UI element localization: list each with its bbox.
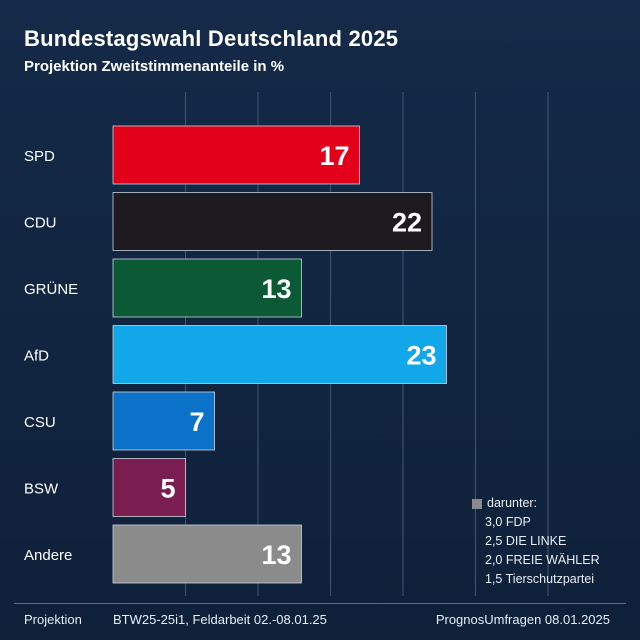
bar-spd [112,125,360,185]
footer-source: PrognosUmfragen 08.01.2025 [435,612,610,627]
note-item-tierschutzpartei: 1,5 Tierschutzpartei [485,572,595,586]
bar-afd [112,325,447,384]
note-head-label: darunter: [487,496,538,510]
chart-subtitle: Projektion Zweitstimmenanteile in % [24,58,285,75]
value-label-spd: 17 [319,141,349,171]
value-label-afd: 23 [406,341,436,371]
chart-title: Bundestagswahl Deutschland 2025 [24,26,399,51]
bar-cdu [112,192,433,251]
category-label-csu: CSU [24,414,56,431]
category-label-andere: Andere [24,547,72,564]
value-label-andere: 13 [261,540,291,570]
footer-label: Projektion [24,612,82,627]
footer-divider [14,603,626,604]
category-label-cdu: CDU [24,215,57,232]
value-label-bsw: 5 [160,474,175,504]
value-label-cdu: 22 [392,208,422,238]
category-label-spd: SPD [24,148,55,165]
note-item-linke: 2,5 DIE LINKE [485,534,567,548]
bar-gr-ne [112,258,302,318]
bar-bsw [112,458,186,517]
bar-csu [112,391,215,451]
others-breakdown-note: darunter: 3,0 FDP 2,5 DIE LINKE 2,0 FREI… [470,494,600,589]
bar-andere [112,524,302,584]
category-label-gr-ne: GRÜNE [24,280,78,298]
category-label-bsw: BSW [24,481,59,498]
category-label-afd: AfD [24,348,49,365]
value-label-csu: 7 [189,407,204,437]
note-item-fdp: 3,0 FDP [485,515,531,529]
note-item-freie-waehler: 2,0 FREIE WÄHLER [485,553,600,567]
note-header: darunter: [472,494,600,513]
footer-survey-info: BTW25-25i1, Feldarbeit 02.-08.01.25 [113,612,327,627]
note-swatch [472,498,482,509]
value-label-gr-ne: 13 [261,274,291,304]
